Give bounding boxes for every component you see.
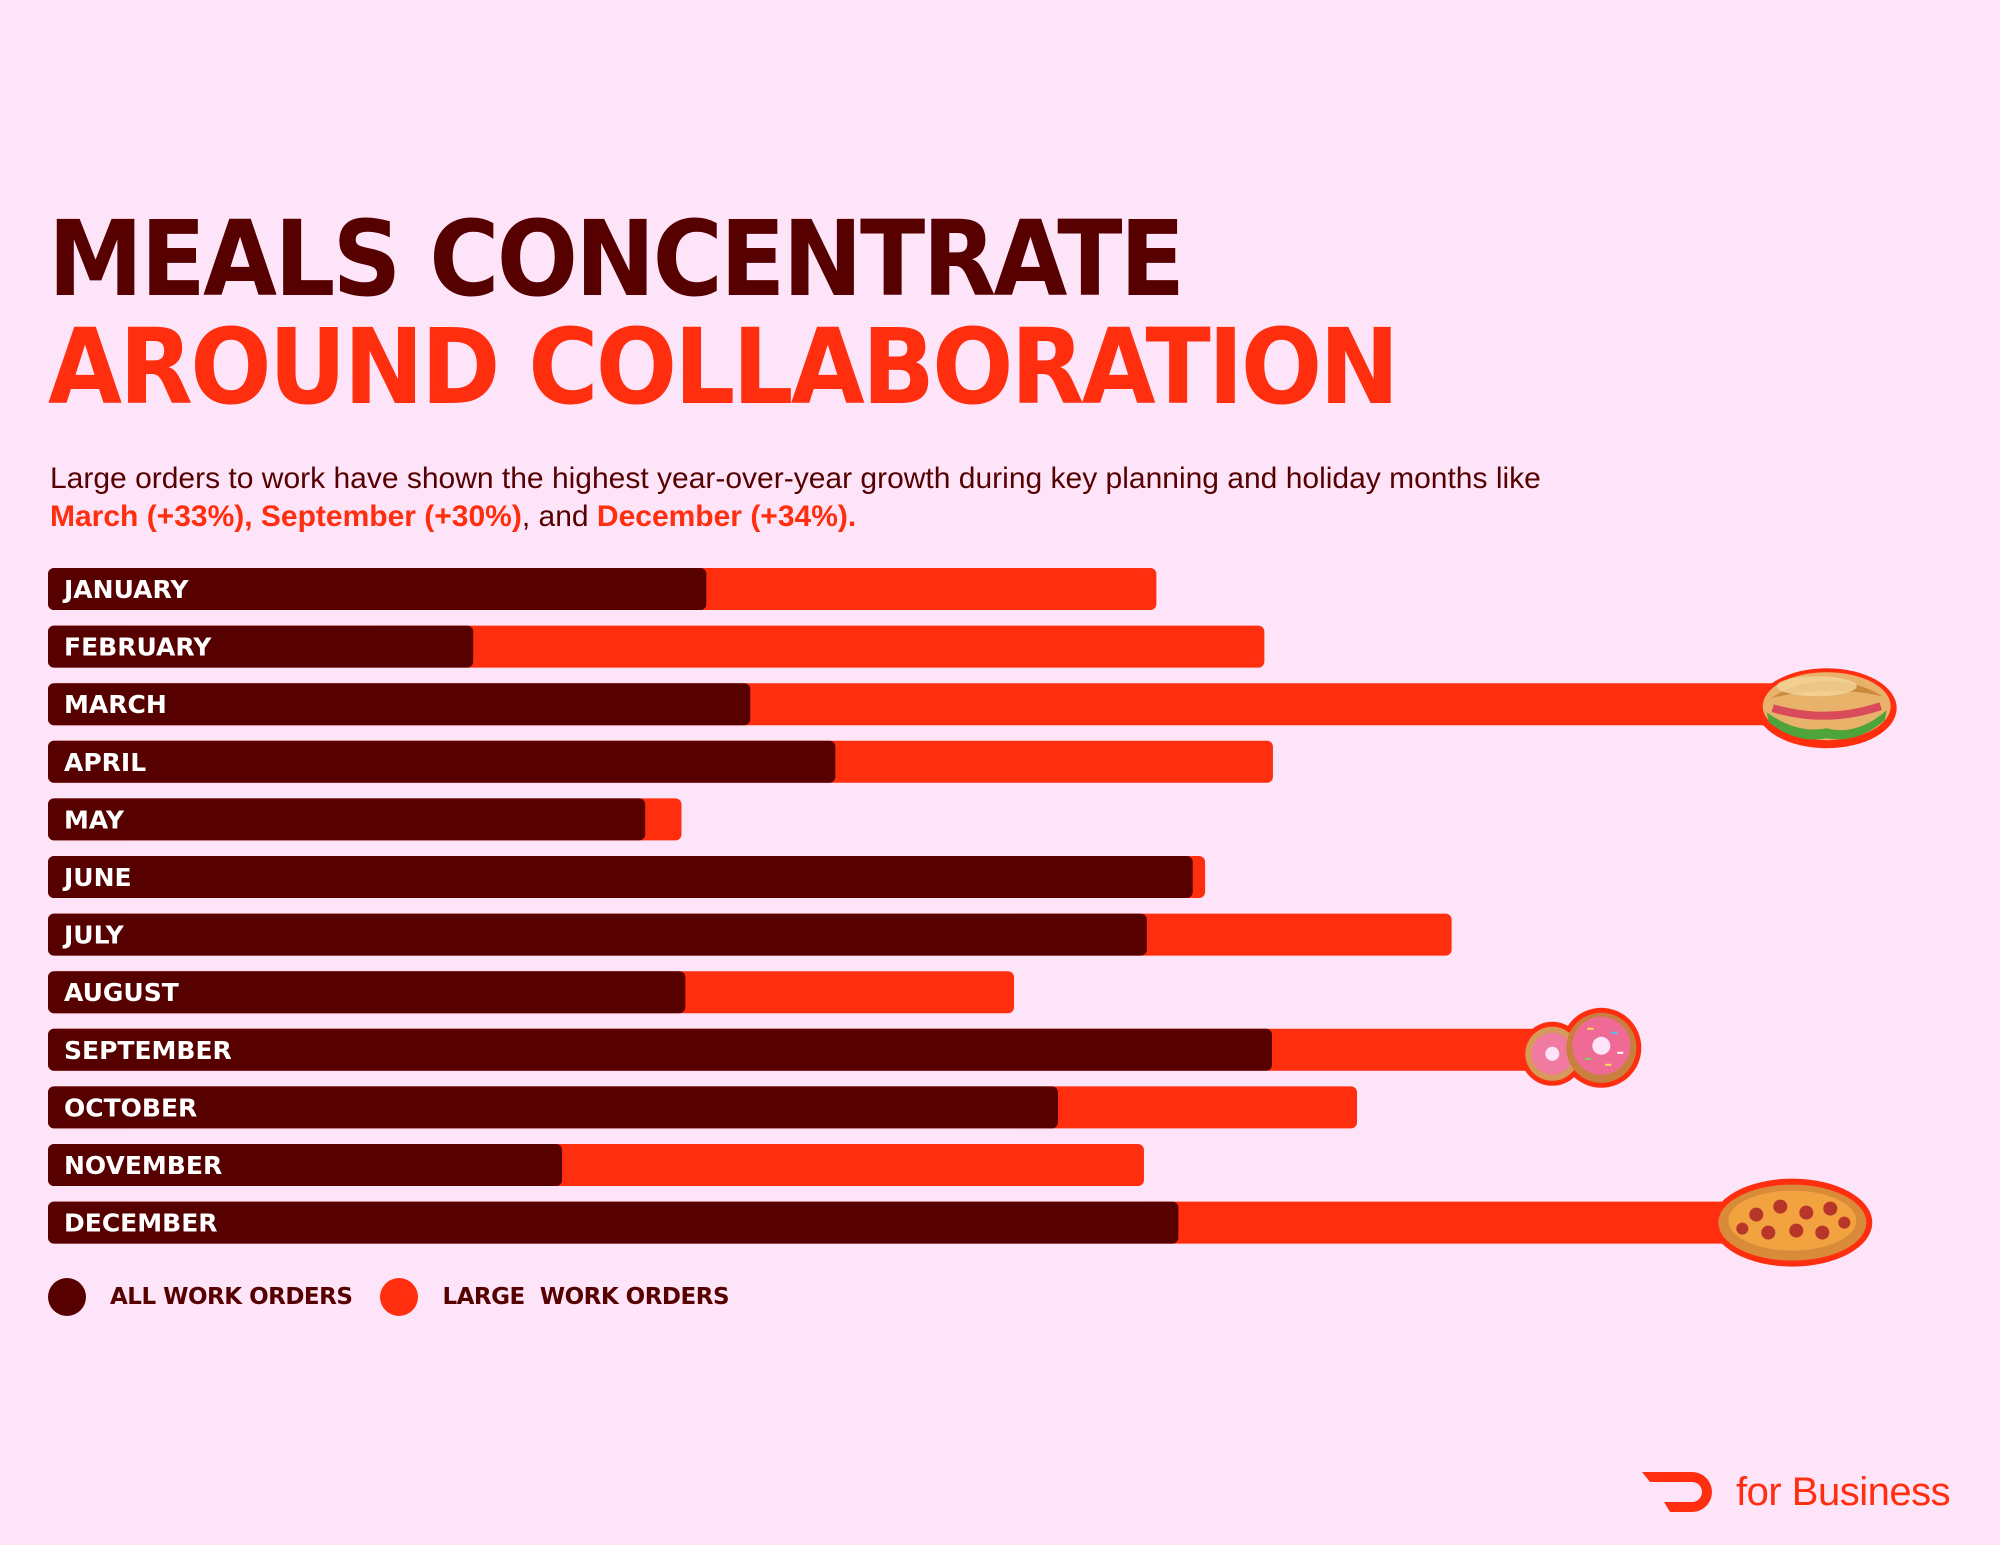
bar-label-march: MARCH bbox=[64, 690, 167, 719]
bar-label-january: JANUARY bbox=[62, 575, 189, 604]
bar-all-september bbox=[48, 1028, 1272, 1071]
bar-all-march bbox=[48, 683, 751, 726]
chart-subtitle: Large orders to work have shown the high… bbox=[50, 460, 1541, 536]
bar-all-february bbox=[48, 625, 474, 668]
legend-item-all: ALL WORK ORDERS bbox=[48, 1278, 353, 1316]
bar-label-june: JUNE bbox=[62, 863, 132, 892]
bar-label-august: AUGUST bbox=[64, 978, 179, 1007]
bar-label-october: OCTOBER bbox=[64, 1093, 197, 1122]
bars-group: JANUARY FEBRUARY MARCH APRIL MAY JUNE JULY AUGU… bbox=[48, 568, 1837, 1244]
bar-all-november bbox=[48, 1144, 563, 1186]
bar-label-september: SEPTEMBER bbox=[64, 1036, 232, 1065]
bar-label-november: NOVEMBER bbox=[64, 1151, 222, 1180]
bar-label-april: APRIL bbox=[64, 748, 146, 777]
legend-dot-all bbox=[48, 1278, 86, 1316]
legend-label-large: LARGE WORK ORDERS bbox=[442, 1284, 730, 1310]
sandwich-icon bbox=[1756, 668, 1897, 749]
bar-all-may bbox=[48, 798, 646, 841]
bar-all-june bbox=[48, 856, 1193, 898]
bar-all-january bbox=[48, 568, 707, 610]
subtitle-highlight-2: December (+34%) bbox=[596, 500, 848, 533]
bar-label-december: DECEMBER bbox=[64, 1209, 218, 1238]
doordash-dash-icon bbox=[1642, 1472, 1712, 1512]
legend-item-large: LARGE WORK ORDERS bbox=[380, 1278, 730, 1316]
legend-dot-large bbox=[380, 1278, 419, 1316]
subtitle-highlight-1: March (+33%), September (+30%) bbox=[50, 500, 522, 533]
subtitle-end: . bbox=[847, 500, 857, 533]
pizza-icon bbox=[1712, 1178, 1873, 1267]
bar-label-july: JULY bbox=[62, 921, 125, 950]
donuts-icon bbox=[1520, 1007, 1642, 1088]
subtitle-separator: , and bbox=[521, 500, 597, 533]
brand-logo: for Business bbox=[1640, 1468, 1951, 1516]
legend-label-all: ALL WORK ORDERS bbox=[110, 1284, 353, 1310]
title-line-1: MEALS CONCENTRATE bbox=[48, 198, 1185, 320]
icons-group bbox=[1520, 668, 1897, 1267]
chart-title: MEALS CONCENTRATE AROUND COLLABORATION bbox=[48, 198, 1400, 428]
bar-label-may: MAY bbox=[64, 805, 125, 834]
brand-text: for Business bbox=[1736, 1469, 1951, 1514]
bar-label-february: FEBRUARY bbox=[64, 633, 212, 662]
bar-all-april bbox=[48, 740, 836, 783]
bar-all-october bbox=[48, 1086, 1058, 1129]
legend: ALL WORK ORDERS LARGE WORK ORDERS bbox=[48, 1278, 757, 1316]
bar-all-august bbox=[48, 971, 686, 1014]
bar-all-december bbox=[48, 1201, 1179, 1244]
title-line-2: AROUND COLLABORATION bbox=[48, 306, 1400, 428]
bar-all-july bbox=[48, 913, 1147, 956]
subtitle-line-1: Large orders to work have shown the high… bbox=[50, 462, 1541, 495]
